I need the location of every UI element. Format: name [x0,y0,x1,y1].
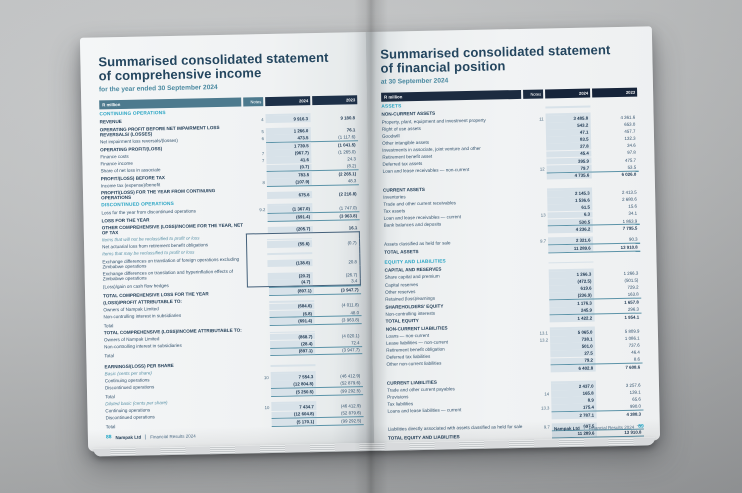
row-note [528,251,548,253]
page-comprehensive-income: Summarised consolidated statement of com… [79,32,375,452]
row-values: 11 289.6 13 910.8 [528,242,641,254]
column-header-rmillion: R million [381,90,522,102]
value-2023: 7 608.6 [625,364,641,371]
comprehensive-income-table: R million Notes 2024 2023 CONTINUING OPERATI… [99,95,364,430]
brand-name: Nampak Ltd [115,434,142,440]
value-cells: 11 289.6 13 910.8 [548,242,641,254]
value-2023: 13 910.8 [620,244,638,250]
row-values: 6 402.8 7 608.6 [531,362,643,373]
column-header-2024: 2024 [265,96,311,106]
column-header-notes: Notes [243,97,264,107]
row-note [531,371,551,373]
left-page-footer: 88 Nampak Ltd Financial Results 2024 [105,433,196,441]
column-header-rmillion: R million [99,97,242,110]
value-2023: (3 947.7) [340,287,359,293]
value-cells: 4 735.6 6 026.0 [546,170,639,180]
value-2024: 4 236.2 [547,225,593,234]
column-header-notes: Notes [523,89,544,99]
value-2024: (897.1) [270,347,316,356]
row-values: 2 787.1 4 388.3 [532,409,644,420]
row-label [384,232,528,237]
row-label: Total [104,353,115,359]
right-title-block: Summarised consolidated statement of fin… [380,42,637,86]
value-2023: 7 795.5 [622,225,638,232]
row-values: (5 170.1) (99 292.5) [252,416,364,428]
value-cells: (5 170.1) (99 292.5) [271,416,364,428]
row-label [387,371,531,376]
value-2024: (5 170.1) [271,418,317,427]
value-2023: (3 963.8) [341,317,360,323]
value-cells: 6 402.8 7 608.6 [550,362,643,373]
page-title: Summarised consolidated statement of com… [98,50,357,84]
value-cells: 2 787.1 4 388.3 [551,409,644,420]
page-title-line2: of financial position [380,58,506,77]
value-2024: 11 289.6 [548,244,594,253]
row-note [528,232,548,234]
value-2024: 2 787.1 [551,411,597,420]
row-note [250,355,270,357]
column-header-2023: 2023 [312,95,358,105]
document-name: Financial Results 2024 [145,433,196,440]
page-number: 88 [105,434,112,441]
value-2023: 6 026.0 [621,172,637,178]
value-2023: 3.4 [351,278,358,284]
value-2024: (5 250.5) [270,388,317,397]
value-2024: 4 735.6 [546,172,592,180]
financial-position-table: R million Notes 2024 2023 ASSETS NON-CURRENT … [381,87,645,442]
value-2023: 4 388.3 [626,411,642,417]
page-title-line2: of comprehensive income [98,65,262,84]
row-label [383,178,527,183]
document-name: Financial Results 2024 [583,424,635,431]
value-cells: 4 236.2 7 795.5 [547,224,640,234]
column-header-2023: 2023 [592,87,638,98]
open-report-book: Summarised consolidated statement of com… [79,26,661,457]
brand-name: Nampak Ltd [553,425,580,431]
row-values: (897.1) (3 947.7) [250,345,363,357]
row-note [532,418,552,420]
row-values: 4 236.2 7 795.5 [528,224,640,234]
row-label [388,418,532,423]
value-2024: 6 402.8 [550,364,596,373]
row-note [527,178,547,180]
page-number: 89 [638,423,644,430]
row-label: Total assets [384,249,419,256]
page-financial-position: Summarised consolidated statement of fin… [365,26,661,446]
value-2024: (4.7) [267,278,313,287]
value-2024: (897.1) [268,287,315,296]
value-2023: (99 292.5) [341,418,362,424]
row-label: Total [105,424,116,430]
value-2024: (691.4) [269,317,315,326]
left-title-block: Summarised consolidated statement of com… [98,50,357,94]
value-2023: (3 947.7) [342,347,360,353]
column-header-2024: 2024 [545,88,591,99]
row-values: 4 735.6 6 026.0 [527,170,639,180]
row-note [252,425,272,427]
value-2023: (99 292.5) [340,388,361,394]
page-title: Summarised consolidated statement of fin… [380,42,637,77]
value-cells: (897.1) (3 947.7) [270,345,363,357]
